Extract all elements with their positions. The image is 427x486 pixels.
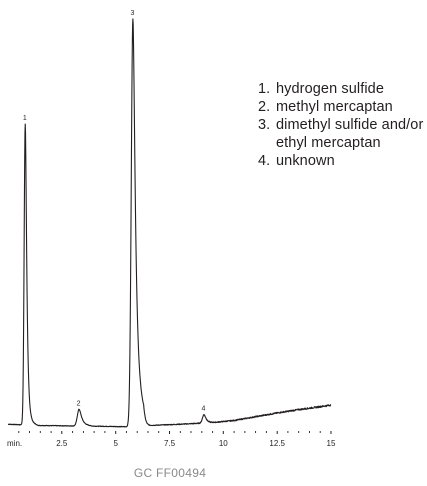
peak-label-4: 4 xyxy=(202,406,206,413)
peak-label-3: 3 xyxy=(131,10,135,17)
legend-number: 1. xyxy=(258,81,271,97)
legend-text: hydrogen sulfide xyxy=(276,81,385,97)
peak-label-2: 2 xyxy=(77,400,81,407)
x-tick-label: 5 xyxy=(113,439,118,448)
x-unit-label: min. xyxy=(7,439,22,448)
x-tick-label: 2.5 xyxy=(56,439,68,448)
legend-text: methyl mercaptan xyxy=(276,99,393,115)
legend-item-2: 2. methyl mercaptan xyxy=(258,98,426,116)
legend-number: 4. xyxy=(258,153,271,169)
legend-number: 2. xyxy=(258,99,271,115)
legend-text: unknown xyxy=(276,153,335,169)
legend-item-4: 4. unknown xyxy=(258,152,426,170)
legend-text: dimethyl sulfide and/or ethyl mercaptan xyxy=(276,117,424,151)
figure-code: GC FF00494 xyxy=(133,466,207,480)
x-tick-label: 10 xyxy=(219,439,228,448)
x-tick-label: 7.5 xyxy=(164,439,176,448)
legend-item-3: 3. dimethyl sulfide and/or ethyl mercapt… xyxy=(258,116,426,152)
legend-item-1: 1. hydrogen sulfide xyxy=(258,80,426,98)
peak-label-1: 1 xyxy=(23,115,27,122)
chromatogram-trace xyxy=(7,18,332,428)
x-tick-label: 15 xyxy=(327,439,336,448)
legend-number: 3. xyxy=(258,117,271,133)
peak-legend: 1. hydrogen sulfide 2. methyl mercaptan … xyxy=(258,80,426,170)
x-tick-label: 12.5 xyxy=(269,439,285,448)
